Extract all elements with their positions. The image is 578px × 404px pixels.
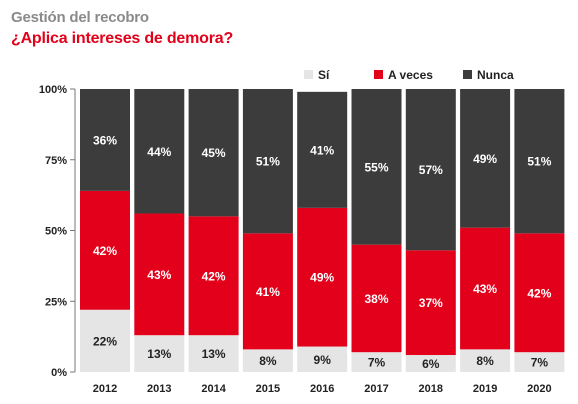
x-tick-label: 2015: [256, 383, 280, 395]
data-label: 49%: [473, 152, 497, 166]
bar-segment: [80, 89, 130, 191]
data-label: 7%: [531, 356, 549, 370]
x-axis: 2012 2013 2014 2015 2016 2017 2018 2019 2020: [93, 383, 552, 395]
data-label: 42%: [527, 286, 551, 300]
data-label: 13%: [202, 347, 226, 361]
data-label: 41%: [256, 285, 280, 299]
legend-label: A veces: [388, 68, 433, 82]
x-tick-label: 2016: [310, 383, 334, 395]
bars-group: 22% 42% 36% 13% 43% 44% 13% 42% 45% 8% 41% 51% 9% 49%…: [80, 89, 565, 372]
bar-segment: [405, 250, 456, 356]
data-label: 38%: [364, 292, 388, 306]
data-label: 22%: [93, 334, 117, 348]
bar-segment: [80, 309, 130, 372]
data-label: 57%: [419, 163, 443, 177]
x-tick-label: 2017: [364, 383, 388, 395]
y-tick-label: 25%: [45, 296, 67, 308]
legend-swatch: [374, 70, 383, 79]
bar-segment: [188, 335, 239, 372]
bar-segment: [80, 190, 130, 310]
bar-segment: [242, 349, 293, 372]
bar-segment: [242, 89, 293, 234]
x-tick-label: 2012: [93, 383, 117, 395]
chart-subtitle: ¿Aplica intereses de demora?: [11, 30, 234, 47]
bar-segment: [242, 233, 293, 350]
bar-segment: [188, 216, 239, 336]
data-label: 8%: [476, 354, 494, 368]
bar-segment: [297, 346, 348, 372]
data-label: 49%: [310, 271, 334, 285]
x-tick-label: 2018: [419, 383, 443, 395]
bar-segment: [351, 244, 402, 353]
data-label: 41%: [310, 143, 334, 157]
y-tick-label: 0%: [51, 367, 67, 379]
data-label: 43%: [147, 268, 171, 282]
bar-segment: [405, 355, 456, 372]
bar-segment: [351, 352, 402, 372]
data-label: 9%: [314, 353, 332, 367]
bar-segment: [351, 89, 402, 245]
data-label: 51%: [256, 155, 280, 169]
data-label: 42%: [202, 269, 226, 283]
bar-segment: [514, 352, 565, 372]
data-label: 6%: [422, 357, 440, 371]
x-tick-label: 2020: [527, 383, 551, 395]
legend-swatch: [463, 70, 472, 79]
data-label: 7%: [368, 356, 386, 370]
data-label: 44%: [147, 145, 171, 159]
y-axis: 0% 25% 50% 75% 100%: [39, 84, 76, 379]
bar-segment: [134, 213, 185, 336]
bar-segment: [134, 89, 185, 214]
data-label: 55%: [364, 160, 388, 174]
legend-swatch: [304, 70, 313, 79]
bar-segment: [188, 89, 239, 217]
data-label: 51%: [527, 155, 551, 169]
y-tick-label: 75%: [45, 155, 67, 167]
bar-segment: [297, 91, 348, 208]
bar-segment: [514, 233, 565, 353]
chart-legend: Sí A veces Nunca: [304, 68, 514, 82]
data-label: 13%: [147, 347, 171, 361]
bar-segment: [405, 89, 456, 251]
data-label: 43%: [473, 282, 497, 296]
x-tick-label: 2019: [473, 383, 497, 395]
legend-label: Sí: [318, 68, 330, 82]
data-label: 45%: [202, 146, 226, 160]
legend-label: Nunca: [477, 68, 514, 82]
bar-segment: [134, 335, 185, 372]
bar-segment: [297, 207, 348, 347]
data-label: 36%: [93, 133, 117, 147]
data-label: 37%: [419, 296, 443, 310]
data-label: 42%: [93, 244, 117, 258]
bar-segment: [514, 89, 565, 234]
chart-title: Gestión del recobro: [11, 9, 149, 26]
y-tick-label: 100%: [39, 84, 67, 96]
x-tick-label: 2014: [201, 383, 226, 395]
bar-segment: [460, 349, 511, 372]
x-tick-label: 2013: [147, 383, 171, 395]
y-tick-label: 50%: [45, 226, 67, 238]
data-label: 8%: [259, 354, 277, 368]
bar-segment: [460, 227, 511, 350]
bar-segment: [460, 89, 511, 228]
